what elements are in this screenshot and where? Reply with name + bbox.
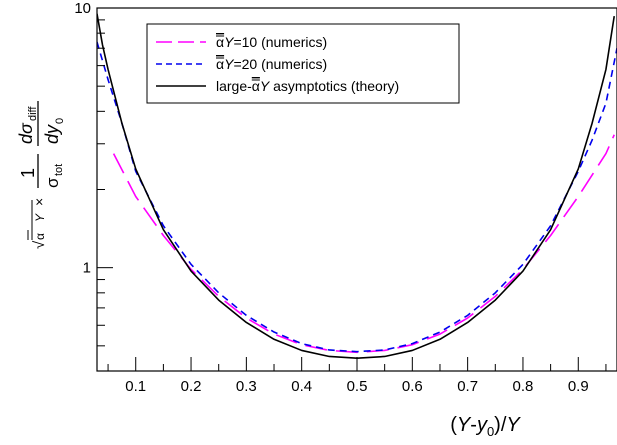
x-tick-label: 0.3 [236, 378, 257, 395]
svg-text:dy: dy [42, 124, 62, 144]
x-tick-label: 0.9 [568, 378, 589, 395]
y-tick-label: 10 [74, 0, 91, 17]
y-tick-label: 1 [83, 260, 91, 277]
legend-label-3: large-αY asymptotics (theory) [216, 78, 399, 94]
series-layer [97, 13, 617, 360]
svg-text:tot: tot [53, 164, 65, 176]
x-axis-title: (Y-y0)/Y [450, 414, 521, 439]
x-tick-label: 0.1 [125, 378, 146, 395]
svg-text:1: 1 [18, 168, 38, 178]
legend-label-1: αY=10 (numerics) [216, 34, 327, 50]
svg-text:0: 0 [54, 118, 66, 124]
x-tick-label: 0.7 [457, 378, 478, 395]
x-ticks: 0.1 0.2 0.3 0.4 0.5 0.6 0.7 0.8 0.9 [107, 357, 607, 395]
legend-label-2: αY=20 (numerics) [216, 56, 327, 72]
x-tick-label: 0.4 [291, 378, 312, 395]
x-tick-label: 0.2 [181, 378, 202, 395]
svg-text:√: √ [31, 240, 48, 249]
svg-text:α: α [33, 233, 47, 240]
svg-text:×: × [31, 198, 47, 206]
legend: αY=10 (numerics) αY=20 (numerics) large-αY… [146, 23, 460, 104]
series-line-3 [97, 13, 616, 360]
svg-text:dσ: dσ [16, 122, 36, 144]
svg-text:Y: Y [33, 213, 47, 222]
series-line-1 [112, 134, 615, 354]
y-ticks: 1 10 [74, 0, 113, 372]
y-axis-title: √ α Y × 1 σ tot dσ diff dy 0 [16, 101, 66, 249]
x-tick-label: 0.6 [402, 378, 423, 395]
x-tick-label: 0.8 [513, 378, 534, 395]
x-tick-label: 0.5 [347, 378, 368, 395]
svg-text:diff: diff [27, 106, 39, 121]
svg-text:σ: σ [43, 177, 62, 188]
